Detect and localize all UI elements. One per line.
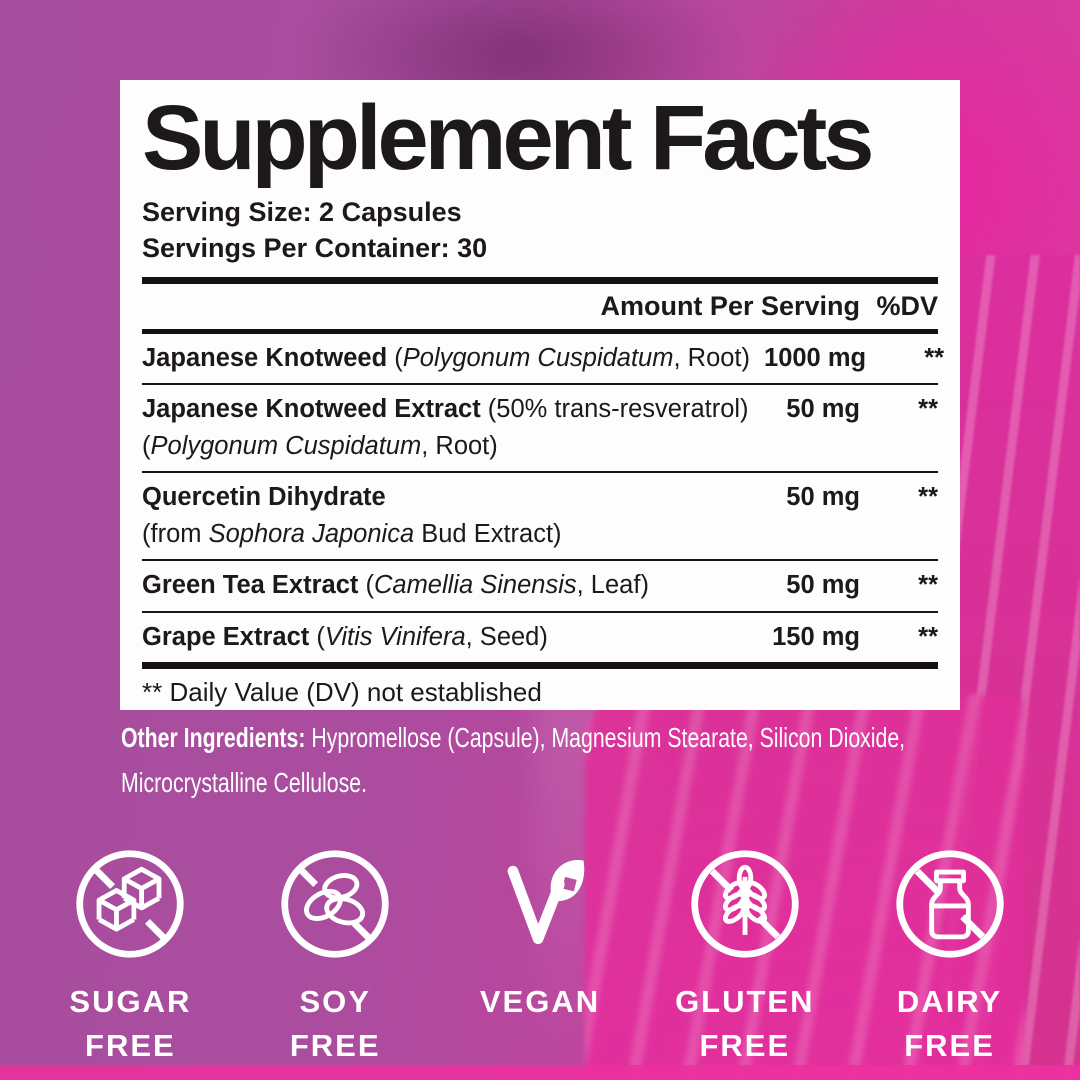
ingredient-text-segment: (	[358, 571, 374, 600]
badge-sugar-free: SUGAR FREE	[28, 846, 233, 1068]
other-ingredients: Other Ingredients: Hypromellose (Capsule…	[121, 716, 972, 806]
column-header-amount: Amount Per Serving	[600, 290, 860, 321]
supplement-facts-panel: Supplement Facts Serving Size: 2 Capsule…	[120, 80, 960, 710]
badge-soy-free: SOY FREE	[233, 846, 438, 1068]
panel-title: Supplement Facts	[142, 87, 874, 189]
ingredient-rows: Japanese Knotweed (Polygonum Cuspidatum,…	[142, 334, 944, 662]
other-ingredients-label: Other Ingredients:	[121, 722, 306, 753]
divider-thick-top	[142, 276, 938, 284]
ingredient-name: Quercetin Dihydrate	[142, 481, 386, 514]
ingredient-text-segment: Polygonum Cuspidatum	[150, 431, 422, 460]
no-gluten-icon	[687, 846, 803, 962]
ingredient-text-segment: , Seed)	[465, 622, 548, 651]
ingredient-name-continued: (Polygonum Cuspidatum, Root)	[142, 430, 938, 463]
amount-per-serving-value: 1000 mg	[764, 343, 867, 372]
ingredient-name: Japanese Knotweed (Polygonum Cuspidatum,…	[142, 342, 750, 375]
ingredient-row: Grape Extract (Vitis Vinifera, Seed) 150 …	[142, 613, 938, 662]
ingredient-text-segment: Japanese Knotweed	[142, 343, 388, 372]
divider-header	[142, 328, 938, 334]
ingredient-text-segment: , Leaf)	[576, 571, 649, 600]
amount-per-serving-value: 50 mg	[786, 483, 860, 512]
ingredient-text-segment: Grape Extract	[142, 622, 310, 651]
ingredient-text-segment: (50% trans-resveratrol)	[480, 394, 749, 423]
amount-per-serving-value: 50 mg	[786, 571, 860, 600]
ingredient-text-segment: , Root)	[673, 343, 751, 372]
ingredient-text-segment: Green Tea Extract	[142, 571, 359, 600]
amount-per-serving-value: 150 mg	[772, 622, 860, 651]
table-header-row: Amount Per Serving %DV	[142, 284, 938, 329]
ingredient-text-segment: (	[309, 622, 325, 651]
ingredient-name: Japanese Knotweed Extract (50% trans-res…	[142, 393, 749, 426]
badge-label: VEGAN	[479, 984, 601, 1019]
badge-label: SUGAR FREE	[69, 984, 192, 1064]
ingredient-text-segment: Camellia Sinensis	[373, 571, 577, 600]
ingredient-row: Japanese Knotweed (Polygonum Cuspidatum,…	[142, 334, 944, 385]
badge-label: GLUTEN FREE	[675, 984, 815, 1064]
dv-footnote: ** Daily Value (DV) not established	[142, 676, 542, 707]
ingredient-text-segment: , Root)	[421, 431, 498, 460]
ingredient-text-segment: Bud Extract)	[414, 520, 562, 549]
amount-per-serving-value: 50 mg	[786, 394, 860, 423]
dv-value: **	[918, 571, 938, 600]
ingredient-text-segment: Polygonum Cuspidatum	[402, 343, 674, 372]
badge-label: SOY FREE	[289, 984, 381, 1064]
divider-thick-bottom	[142, 661, 938, 669]
ingredient-text-segment: Quercetin Dihydrate	[142, 483, 386, 512]
ingredient-text-segment: (	[387, 343, 403, 372]
ingredient-row: Green Tea Extract (Camellia Sinensis, Le…	[142, 561, 938, 613]
dv-value: **	[918, 483, 938, 512]
ingredient-row: Quercetin Dihydrate 50 mg ** (from Sophora …	[142, 473, 938, 562]
ingredient-text-segment: Vitis Vinifera	[324, 622, 466, 651]
dv-value: **	[924, 343, 945, 372]
no-dairy-icon	[892, 846, 1008, 962]
column-header-dv: %DV	[876, 290, 938, 321]
badge-dairy-free: DAIRY FREE	[847, 846, 1052, 1068]
no-soy-icon	[277, 846, 393, 962]
servings-per-container: Servings Per Container: 30	[142, 233, 488, 264]
ingredient-text-segment: Sophora Japonica	[208, 520, 415, 549]
other-ingredients-text: Hypromellose (Capsule), Magnesium Steara…	[121, 722, 906, 798]
ingredient-row: Japanese Knotweed Extract (50% trans-res…	[142, 385, 938, 474]
dv-value: **	[918, 622, 938, 651]
ingredient-text-segment: (from	[142, 520, 209, 549]
serving-size: Serving Size: 2 Capsules	[142, 196, 462, 227]
dv-value: **	[918, 394, 938, 423]
ingredient-name: Green Tea Extract (Camellia Sinensis, Le…	[142, 569, 649, 602]
badge-vegan: VEGAN	[438, 846, 643, 1068]
ingredient-name: Grape Extract (Vitis Vinifera, Seed)	[142, 621, 548, 654]
ingredient-name-continued: (from Sophora Japonica Bud Extract)	[142, 518, 938, 551]
badge-label: DAIRY FREE	[896, 984, 1003, 1064]
ingredient-text-segment: (	[142, 431, 151, 460]
vegan-leaf-icon	[482, 846, 598, 962]
badge-row: SUGAR FREE SOY FREE	[0, 846, 1080, 1068]
badge-gluten-free: GLUTEN FREE	[642, 846, 847, 1068]
no-sugar-icon	[72, 846, 188, 962]
ingredient-text-segment: Japanese Knotweed Extract	[142, 394, 481, 423]
